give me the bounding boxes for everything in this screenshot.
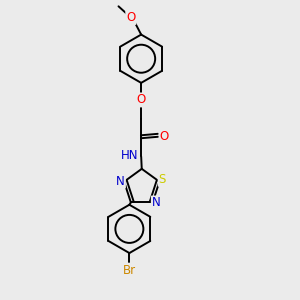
- Text: O: O: [126, 11, 136, 24]
- Text: S: S: [159, 173, 166, 186]
- Text: HN: HN: [121, 149, 139, 162]
- Text: N: N: [152, 196, 161, 209]
- Text: O: O: [136, 93, 146, 106]
- Text: Br: Br: [123, 264, 136, 277]
- Text: N: N: [116, 175, 125, 188]
- Text: O: O: [160, 130, 169, 143]
